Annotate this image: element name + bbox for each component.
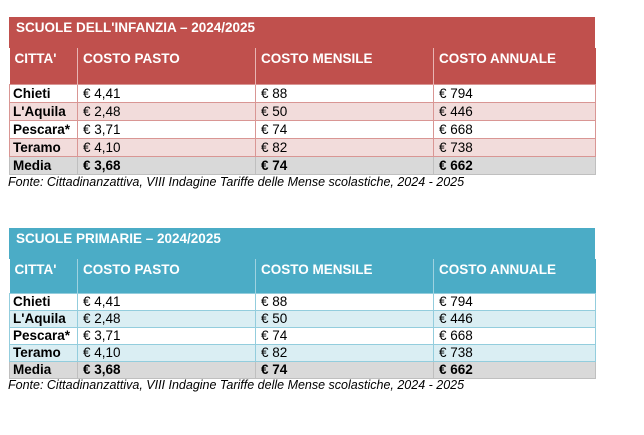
meal-cost-cell: € 4,10	[77, 137, 256, 157]
annual-cost-cell: € 738	[433, 343, 596, 362]
header-row: CITTA' COSTO PASTO COSTO MENSILE COSTO A…	[9, 48, 596, 84]
average-annual-cost: € 662	[433, 155, 596, 175]
city-cell: L'Aquila	[9, 101, 78, 121]
meal-cost-cell: € 2,48	[77, 309, 256, 328]
table-title: SCUOLE PRIMARIE – 2024/2025	[9, 228, 595, 259]
annual-cost-cell: € 794	[433, 292, 596, 311]
average-meal-cost: € 3,68	[77, 155, 256, 175]
average-monthly-cost: € 74	[255, 360, 434, 379]
meal-cost-cell: € 4,41	[77, 83, 256, 103]
monthly-cost-cell: € 88	[255, 292, 434, 311]
column-header-annual-cost: COSTO ANNUALE	[433, 259, 596, 293]
meal-cost-cell: € 4,41	[77, 292, 256, 311]
monthly-cost-cell: € 50	[255, 101, 434, 121]
average-monthly-cost: € 74	[255, 155, 434, 175]
meal-cost-cell: € 3,71	[77, 326, 256, 345]
header-row: CITTA' COSTO PASTO COSTO MENSILE COSTO A…	[9, 259, 596, 293]
column-header-meal-cost: COSTO PASTO	[77, 259, 256, 293]
city-cell: Pescara*	[9, 326, 78, 345]
table-row: Chieti € 4,41 € 88 € 794	[9, 292, 596, 311]
infanzia-table-block: SCUOLE DELL'INFANZIA – 2024/2025 CITTA' …	[9, 17, 596, 175]
monthly-cost-cell: € 50	[255, 309, 434, 328]
table-row: L'Aquila € 2,48 € 50 € 446	[9, 309, 596, 328]
annual-cost-cell: € 794	[433, 83, 596, 103]
table-title: SCUOLE DELL'INFANZIA – 2024/2025	[9, 17, 595, 48]
meal-cost-cell: € 2,48	[77, 101, 256, 121]
average-label: Media	[9, 155, 78, 175]
annual-cost-cell: € 738	[433, 137, 596, 157]
average-label: Media	[9, 360, 78, 379]
city-cell: Teramo	[9, 343, 78, 362]
column-header-city: CITTA'	[14, 51, 57, 66]
average-annual-cost: € 662	[433, 360, 596, 379]
infanzia-cost-table: CITTA' COSTO PASTO COSTO MENSILE COSTO A…	[9, 48, 596, 175]
primarie-table-block: SCUOLE PRIMARIE – 2024/2025 CITTA' COSTO…	[9, 228, 596, 379]
meal-cost-cell: € 4,10	[77, 343, 256, 362]
column-header-monthly-cost: COSTO MENSILE	[255, 48, 434, 84]
table-row: Pescara* € 3,71 € 74 € 668	[9, 326, 596, 345]
column-header-meal-cost: COSTO PASTO	[77, 48, 256, 84]
column-header-annual-cost: COSTO ANNUALE	[433, 48, 596, 84]
average-row: Media € 3,68 € 74 € 662	[9, 155, 596, 175]
monthly-cost-cell: € 82	[255, 343, 434, 362]
table-row: Pescara* € 3,71 € 74 € 668	[9, 119, 596, 139]
column-header-city: CITTA'	[14, 262, 57, 277]
city-cell: Pescara*	[9, 119, 78, 139]
table-row: Chieti € 4,41 € 88 € 794	[9, 83, 596, 103]
city-cell: Chieti	[9, 83, 78, 103]
annual-cost-cell: € 446	[433, 309, 596, 328]
source-note: Fonte: Cittadinanzattiva, VIII Indagine …	[8, 175, 465, 189]
average-row: Media € 3,68 € 74 € 662	[9, 360, 596, 379]
monthly-cost-cell: € 74	[255, 326, 434, 345]
city-cell: L'Aquila	[9, 309, 78, 328]
table-row: Teramo € 4,10 € 82 € 738	[9, 137, 596, 157]
annual-cost-cell: € 446	[433, 101, 596, 121]
city-cell: Teramo	[9, 137, 78, 157]
table-row: Teramo € 4,10 € 82 € 738	[9, 343, 596, 362]
monthly-cost-cell: € 74	[255, 119, 434, 139]
city-cell: Chieti	[9, 292, 78, 311]
average-meal-cost: € 3,68	[77, 360, 256, 379]
column-header-monthly-cost: COSTO MENSILE	[255, 259, 434, 293]
annual-cost-cell: € 668	[433, 326, 596, 345]
source-note: Fonte: Cittadinanzattiva, VIII Indagine …	[8, 378, 465, 392]
monthly-cost-cell: € 82	[255, 137, 434, 157]
primarie-cost-table: CITTA' COSTO PASTO COSTO MENSILE COSTO A…	[9, 259, 596, 379]
meal-cost-cell: € 3,71	[77, 119, 256, 139]
annual-cost-cell: € 668	[433, 119, 596, 139]
table-row: L'Aquila € 2,48 € 50 € 446	[9, 101, 596, 121]
monthly-cost-cell: € 88	[255, 83, 434, 103]
